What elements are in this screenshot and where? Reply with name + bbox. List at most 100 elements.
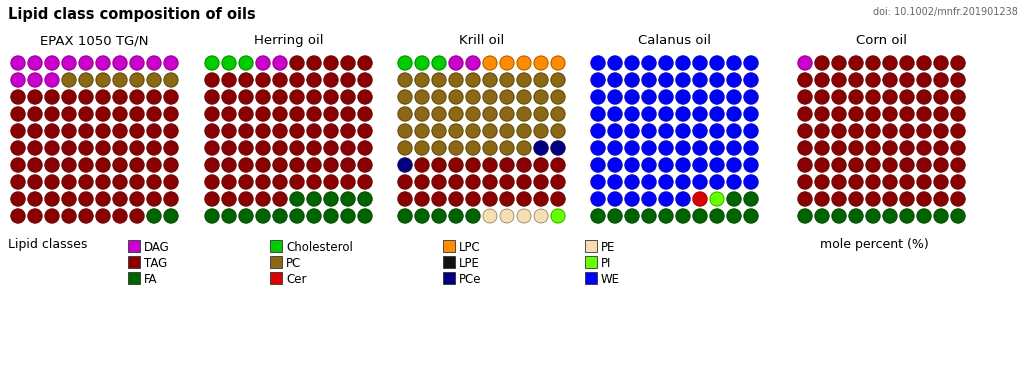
Circle shape xyxy=(398,192,412,206)
Circle shape xyxy=(918,90,931,104)
Circle shape xyxy=(727,90,741,104)
Circle shape xyxy=(866,90,880,104)
Circle shape xyxy=(849,90,863,104)
Circle shape xyxy=(900,56,914,70)
Circle shape xyxy=(866,73,880,87)
Circle shape xyxy=(205,124,219,138)
Circle shape xyxy=(96,158,110,172)
Circle shape xyxy=(918,73,931,87)
Circle shape xyxy=(341,158,355,172)
Circle shape xyxy=(11,175,25,189)
Circle shape xyxy=(324,56,338,70)
Circle shape xyxy=(483,175,497,189)
Text: TAG: TAG xyxy=(144,257,167,270)
Circle shape xyxy=(727,192,741,206)
Circle shape xyxy=(934,56,948,70)
Circle shape xyxy=(815,175,829,189)
Circle shape xyxy=(517,90,531,104)
Circle shape xyxy=(534,90,548,104)
FancyBboxPatch shape xyxy=(443,240,455,252)
Circle shape xyxy=(307,56,321,70)
Circle shape xyxy=(693,90,707,104)
Circle shape xyxy=(483,73,497,87)
Circle shape xyxy=(500,209,514,223)
Circle shape xyxy=(517,107,531,121)
Circle shape xyxy=(517,158,531,172)
Circle shape xyxy=(256,141,270,155)
Circle shape xyxy=(62,107,76,121)
Circle shape xyxy=(500,73,514,87)
Circle shape xyxy=(449,209,463,223)
Circle shape xyxy=(934,90,948,104)
Circle shape xyxy=(307,141,321,155)
Circle shape xyxy=(625,192,639,206)
Circle shape xyxy=(608,124,622,138)
Circle shape xyxy=(358,192,372,206)
Circle shape xyxy=(79,107,93,121)
Circle shape xyxy=(222,107,236,121)
Circle shape xyxy=(164,158,178,172)
Circle shape xyxy=(28,192,42,206)
Circle shape xyxy=(831,56,846,70)
Circle shape xyxy=(113,124,127,138)
Circle shape xyxy=(798,192,812,206)
Circle shape xyxy=(11,158,25,172)
Circle shape xyxy=(239,209,253,223)
Circle shape xyxy=(415,124,429,138)
Circle shape xyxy=(147,209,161,223)
Circle shape xyxy=(79,175,93,189)
Circle shape xyxy=(815,90,829,104)
Circle shape xyxy=(866,209,880,223)
Circle shape xyxy=(798,90,812,104)
Circle shape xyxy=(625,90,639,104)
Circle shape xyxy=(432,158,446,172)
Circle shape xyxy=(693,107,707,121)
Circle shape xyxy=(130,56,144,70)
Circle shape xyxy=(517,192,531,206)
Circle shape xyxy=(358,124,372,138)
Circle shape xyxy=(883,73,897,87)
Circle shape xyxy=(934,141,948,155)
Circle shape xyxy=(710,175,724,189)
Circle shape xyxy=(534,124,548,138)
Circle shape xyxy=(918,158,931,172)
Circle shape xyxy=(239,158,253,172)
Circle shape xyxy=(918,209,931,223)
Circle shape xyxy=(866,158,880,172)
Circle shape xyxy=(290,141,304,155)
Circle shape xyxy=(307,107,321,121)
Circle shape xyxy=(900,175,914,189)
Circle shape xyxy=(449,141,463,155)
Circle shape xyxy=(727,107,741,121)
Text: DAG: DAG xyxy=(144,241,170,254)
Circle shape xyxy=(883,158,897,172)
Circle shape xyxy=(222,56,236,70)
Circle shape xyxy=(130,158,144,172)
Circle shape xyxy=(551,124,565,138)
Circle shape xyxy=(591,141,605,155)
Circle shape xyxy=(62,124,76,138)
Circle shape xyxy=(744,107,758,121)
Circle shape xyxy=(676,90,690,104)
Circle shape xyxy=(500,124,514,138)
Circle shape xyxy=(415,107,429,121)
Circle shape xyxy=(62,90,76,104)
Circle shape xyxy=(483,90,497,104)
Circle shape xyxy=(934,158,948,172)
Circle shape xyxy=(28,107,42,121)
Circle shape xyxy=(659,107,673,121)
Circle shape xyxy=(900,192,914,206)
Circle shape xyxy=(798,175,812,189)
Circle shape xyxy=(28,124,42,138)
Circle shape xyxy=(62,56,76,70)
Circle shape xyxy=(951,124,965,138)
Circle shape xyxy=(883,107,897,121)
Circle shape xyxy=(798,124,812,138)
FancyBboxPatch shape xyxy=(128,240,140,252)
Circle shape xyxy=(96,209,110,223)
Circle shape xyxy=(693,73,707,87)
Circle shape xyxy=(798,209,812,223)
Circle shape xyxy=(831,192,846,206)
Circle shape xyxy=(398,141,412,155)
Circle shape xyxy=(831,209,846,223)
